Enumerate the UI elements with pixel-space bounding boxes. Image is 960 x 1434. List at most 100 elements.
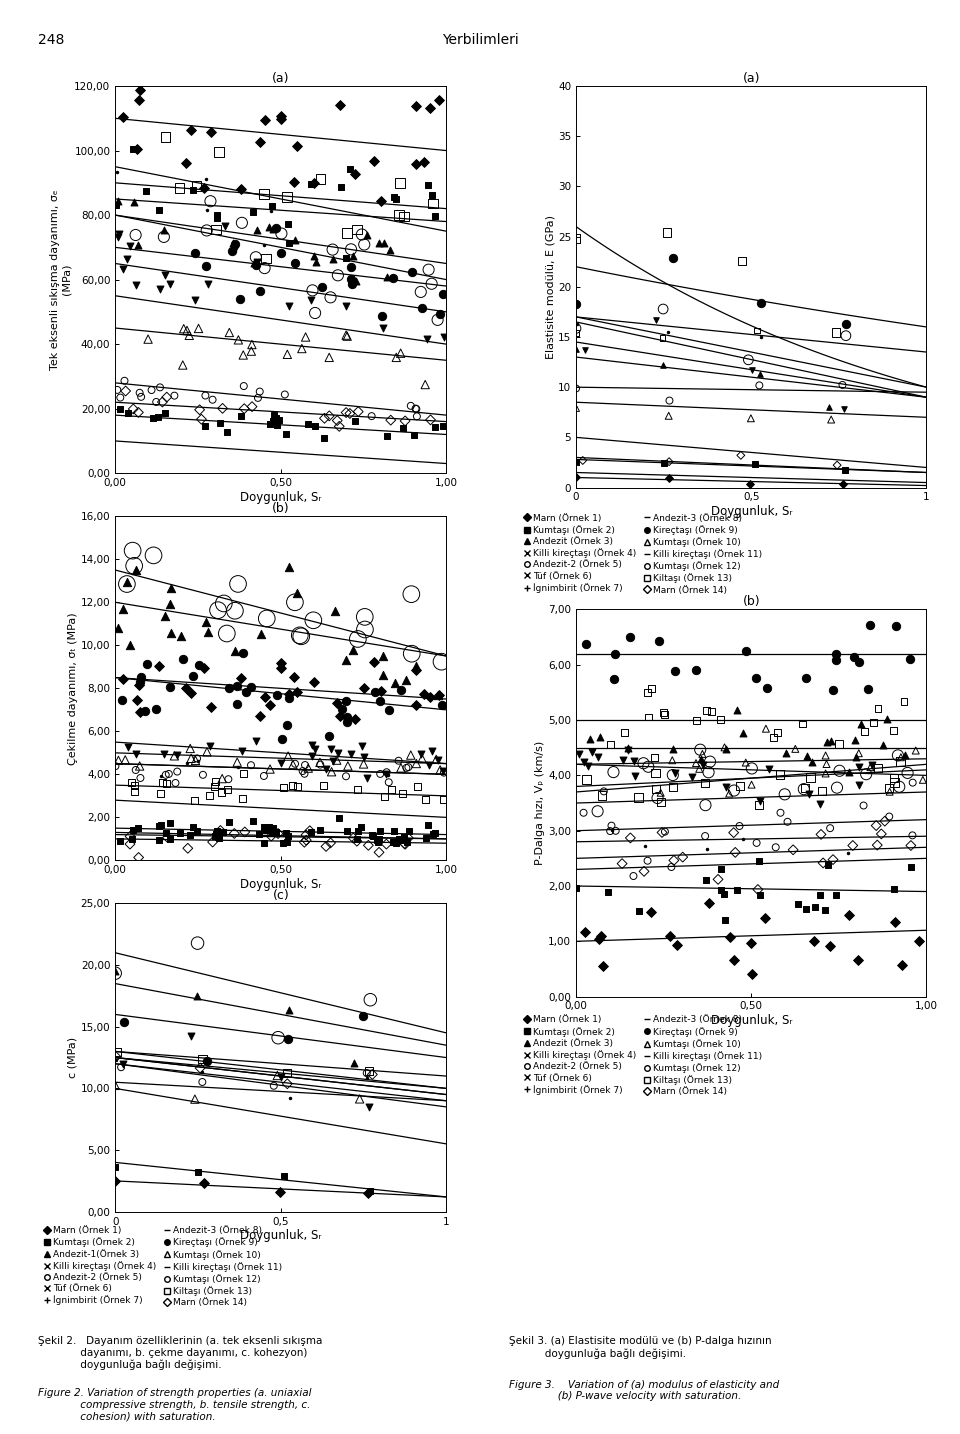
Point (295, 760, 310, 783)
Point (874, 823, 889, 846)
Point (201, 816, 216, 839)
Point (269, 793, 284, 816)
Point (829, 776, 845, 799)
Point (865, 754, 880, 777)
Point (370, 830, 385, 853)
Point (324, 750, 340, 773)
Point (312, 751, 327, 774)
Point (215, 820, 230, 843)
Point (339, 221, 354, 244)
Point (232, 287, 248, 310)
Point (822, 934, 837, 956)
Point (138, 179, 154, 202)
Point (256, 182, 272, 205)
Point (408, 397, 423, 420)
Point (698, 825, 713, 847)
Point (140, 792, 156, 815)
Point (353, 816, 369, 839)
Point (280, 744, 296, 767)
Point (109, 189, 125, 212)
Point (275, 789, 290, 812)
Point (585, 869, 600, 892)
Point (420, 327, 435, 350)
Point (261, 215, 276, 238)
Point (307, 739, 323, 761)
Point (401, 819, 417, 842)
Point (829, 470, 845, 493)
Point (416, 683, 431, 706)
Title: (a): (a) (742, 72, 760, 85)
Point (110, 225, 126, 248)
Point (108, 1041, 123, 1064)
Point (117, 370, 132, 393)
Point (641, 706, 657, 728)
Point (614, 852, 630, 875)
Point (110, 617, 126, 640)
Point (852, 741, 867, 764)
Point (286, 665, 301, 688)
Point (265, 218, 280, 241)
Point (274, 829, 289, 852)
Point (272, 409, 287, 432)
Point (273, 657, 288, 680)
Point (140, 652, 156, 675)
Point (185, 816, 201, 839)
Point (113, 1073, 129, 1096)
Point (309, 797, 324, 820)
Point (742, 465, 757, 488)
Point (276, 792, 291, 815)
Point (568, 413, 584, 436)
Point (315, 275, 330, 298)
Point (245, 201, 260, 224)
Point (779, 741, 794, 764)
Point (665, 247, 681, 270)
Point (157, 264, 173, 287)
Point (710, 868, 726, 891)
Point (203, 120, 218, 143)
Point (389, 346, 404, 369)
Point (132, 674, 147, 697)
Text: Yerbilimleri: Yerbilimleri (442, 33, 518, 47)
Point (229, 751, 245, 774)
Point (735, 721, 751, 744)
Point (127, 774, 142, 797)
Point (863, 756, 878, 779)
Point (189, 747, 204, 770)
Point (157, 604, 173, 627)
Point (191, 317, 206, 340)
Point (722, 782, 737, 804)
Point (828, 883, 844, 906)
Point (670, 773, 685, 796)
Point (703, 750, 718, 773)
Point (159, 826, 175, 849)
Point (596, 780, 612, 803)
Point (125, 819, 140, 842)
Point (842, 903, 857, 926)
Point (887, 911, 902, 934)
Point (893, 746, 908, 769)
Point (278, 822, 294, 845)
Point (233, 404, 249, 427)
Point (789, 807, 804, 830)
Point (191, 654, 206, 677)
Point (852, 773, 867, 796)
Point (210, 294, 226, 317)
Point (334, 175, 349, 198)
Point (876, 734, 891, 757)
Point (116, 667, 132, 690)
Point (392, 827, 407, 850)
Point (297, 763, 312, 786)
Point (837, 459, 852, 482)
Point (108, 1156, 123, 1179)
Point (420, 813, 436, 836)
Point (697, 771, 712, 794)
Point (362, 1180, 377, 1203)
Point (661, 450, 677, 473)
Point (345, 272, 360, 295)
Point (198, 384, 213, 407)
Point (114, 688, 130, 711)
Point (626, 750, 641, 773)
Point (228, 599, 243, 622)
X-axis label: Doygunluk, Sᵣ: Doygunluk, Sᵣ (240, 1229, 322, 1242)
Point (396, 794, 412, 817)
